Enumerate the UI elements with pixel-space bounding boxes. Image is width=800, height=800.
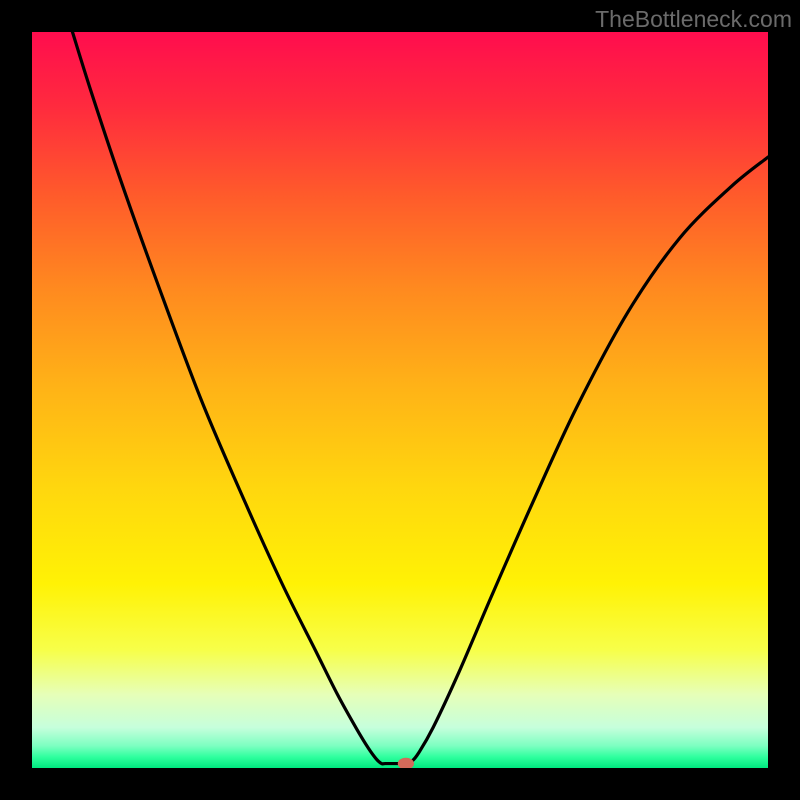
plot-area	[32, 32, 768, 768]
chart-frame	[0, 0, 800, 800]
watermark-text: TheBottleneck.com	[595, 6, 792, 33]
minimum-marker	[398, 758, 414, 768]
bottleneck-curve	[72, 32, 768, 764]
curve-layer	[32, 32, 768, 768]
